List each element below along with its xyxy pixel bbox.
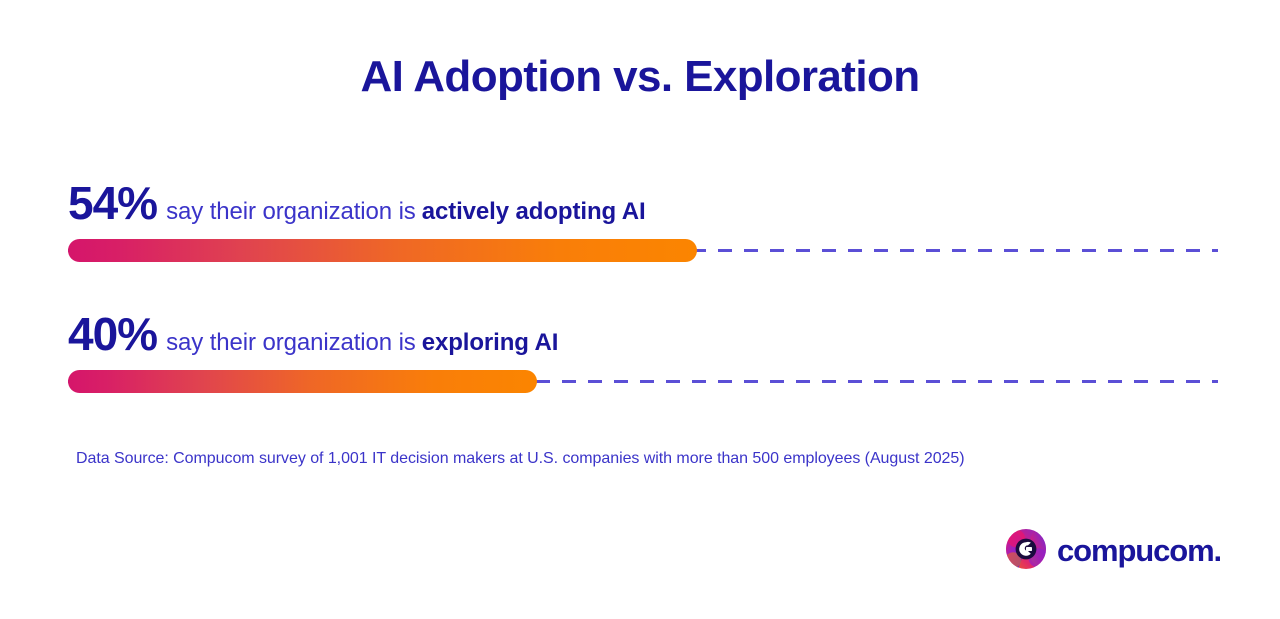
compucom-wordmark: compucom. [1057, 532, 1222, 568]
compucom-logo: compucom. [1006, 527, 1222, 571]
bar-remainder-dashed-line [68, 380, 1218, 383]
stat-row-exploring: 40% say their organization is exploring … [68, 311, 1228, 393]
stat-percent-value: 54% [68, 177, 158, 229]
stat-emphasis-text: exploring AI [421, 329, 559, 356]
stat-percent-value: 40% [68, 308, 158, 360]
bar-fill-adopting [68, 239, 697, 262]
data-source-note: Data Source: Compucom survey of 1,001 IT… [76, 450, 965, 467]
stat-emphasis-text: actively adopting AI [421, 198, 646, 225]
compucom-circle-logo-icon [1006, 529, 1046, 569]
stat-headline: 40% say their organization is exploring … [68, 311, 1228, 359]
stat-bar-track [68, 239, 1218, 262]
stat-row-adopting: 54% say their organization is actively a… [68, 180, 1228, 262]
page-title: AI Adoption vs. Exploration [360, 52, 920, 101]
stat-lead-text: say their organization is [166, 329, 416, 356]
bar-fill-exploring [68, 370, 537, 393]
stat-headline: 54% say their organization is actively a… [68, 180, 1228, 228]
stat-lead-text: say their organization is [166, 198, 416, 225]
stat-bar-track [68, 370, 1218, 393]
